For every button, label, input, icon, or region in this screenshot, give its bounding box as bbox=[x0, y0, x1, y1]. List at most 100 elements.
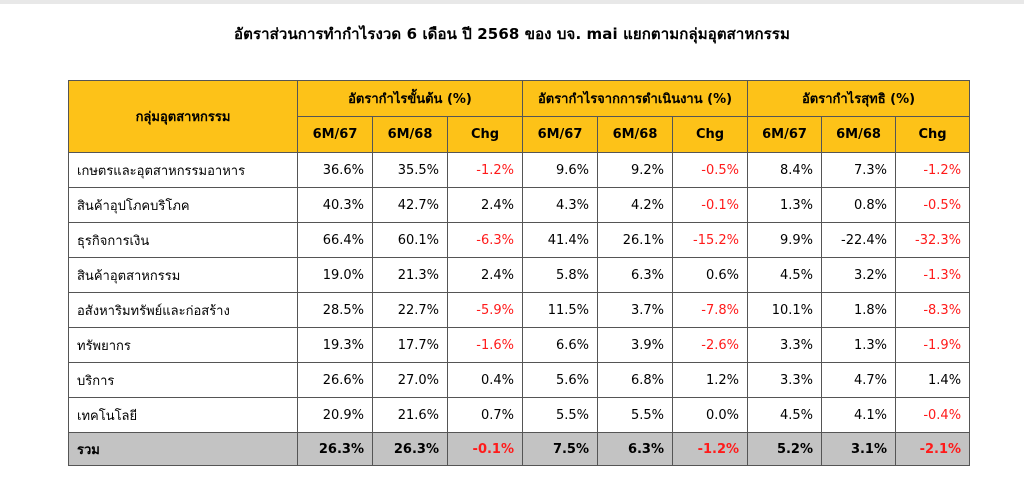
value-6m67-cell: 5.6% bbox=[522, 362, 598, 398]
value-chg-cell: -8.3% bbox=[895, 292, 971, 328]
sub-header-chg: Chg bbox=[447, 116, 523, 153]
industry-name: ธุรกิจการเงิน bbox=[68, 222, 298, 258]
value-6m68-cell: 6.3% bbox=[597, 257, 673, 293]
value-6m68-cell: 3.1% bbox=[821, 432, 897, 466]
value-6m67-cell: 26.3% bbox=[297, 432, 373, 466]
value-chg-cell: 1.2% bbox=[671, 362, 749, 398]
value-6m67-cell: 40.3% bbox=[297, 187, 373, 223]
industry-name: ทรัพยากร bbox=[68, 327, 298, 363]
value-6m67-cell: 3.3% bbox=[747, 327, 823, 363]
value-chg-cell: -0.1% bbox=[671, 187, 749, 223]
top-edge-bar bbox=[0, 0, 1024, 4]
value-6m67-cell: 28.5% bbox=[297, 292, 373, 328]
sub-header-chg: Chg bbox=[895, 116, 971, 153]
page-title: อัตราส่วนการทำกำไรงวด 6 เดือน ปี 2568 ขอ… bbox=[234, 25, 790, 43]
value-6m67-cell: 5.5% bbox=[522, 397, 598, 433]
value-chg-cell: -0.4% bbox=[895, 397, 971, 433]
table-row: สินค้าอุตสาหกรรม 19.0% 21.3% 2.4% 5.8% 6.3% 0.… bbox=[68, 257, 971, 293]
value-6m68-cell: 9.2% bbox=[597, 152, 673, 188]
value-6m68-cell: 3.2% bbox=[821, 257, 897, 293]
value-chg-cell: -0.5% bbox=[671, 152, 749, 188]
value-6m67-cell: 4.3% bbox=[522, 187, 598, 223]
value-6m67-cell: 9.9% bbox=[747, 222, 823, 258]
table-row: ธุรกิจการเงิน 66.4% 60.1% -6.3% 41.4% 26.1% -1… bbox=[68, 222, 971, 258]
gross-margin-header: อัตรากำไรขั้นต้น (%) bbox=[297, 80, 523, 117]
value-6m67-cell: 9.6% bbox=[522, 152, 598, 188]
value-6m67-cell: 20.9% bbox=[297, 397, 373, 433]
value-6m68-cell: 4.1% bbox=[821, 397, 897, 433]
value-6m67-cell: 8.4% bbox=[747, 152, 823, 188]
industry-name: บริการ bbox=[68, 362, 298, 398]
value-chg-cell: -2.1% bbox=[895, 432, 971, 466]
value-6m67-cell: 19.0% bbox=[297, 257, 373, 293]
value-6m67-cell: 4.5% bbox=[747, 257, 823, 293]
value-6m68-cell: 1.8% bbox=[821, 292, 897, 328]
value-6m67-cell: 7.5% bbox=[522, 432, 598, 466]
value-6m68-cell: 27.0% bbox=[372, 362, 448, 398]
value-chg-cell: 2.4% bbox=[447, 187, 523, 223]
value-6m68-cell: 35.5% bbox=[372, 152, 448, 188]
value-chg-cell: 0.4% bbox=[447, 362, 523, 398]
value-chg-cell: -32.3% bbox=[895, 222, 971, 258]
value-chg-cell: -5.9% bbox=[447, 292, 523, 328]
value-chg-cell: 0.7% bbox=[447, 397, 523, 433]
value-6m68-cell: 4.2% bbox=[597, 187, 673, 223]
value-chg-cell: 1.4% bbox=[895, 362, 971, 398]
value-chg-cell: -2.6% bbox=[671, 327, 749, 363]
value-6m68-cell: -22.4% bbox=[821, 222, 897, 258]
value-6m67-cell: 4.5% bbox=[747, 397, 823, 433]
value-chg-cell: -15.2% bbox=[671, 222, 749, 258]
sub-header-6m67: 6M/67 bbox=[747, 116, 823, 153]
value-6m68-cell: 42.7% bbox=[372, 187, 448, 223]
industry-name: อสังหาริมทรัพย์และก่อสร้าง bbox=[68, 292, 298, 328]
value-chg-cell: -1.9% bbox=[895, 327, 971, 363]
operating-margin-header: อัตรากำไรจากการดำเนินงาน (%) bbox=[521, 80, 749, 117]
industry-name: สินค้าอุตสาหกรรม bbox=[68, 257, 298, 293]
sub-header-chg: Chg bbox=[671, 116, 749, 153]
sub-header-6m68: 6M/68 bbox=[821, 116, 897, 153]
value-chg-cell: -1.3% bbox=[895, 257, 971, 293]
value-chg-cell: -1.2% bbox=[671, 432, 749, 466]
value-chg-cell: 0.6% bbox=[671, 257, 749, 293]
value-6m67-cell: 66.4% bbox=[297, 222, 373, 258]
table-row: เทคโนโลยี 20.9% 21.6% 0.7% 5.5% 5.5% 0.0% 4.5% 4… bbox=[68, 397, 971, 433]
industry-name: เทคโนโลยี bbox=[68, 397, 298, 433]
table-body: เกษตรและอุตสาหกรรมอาหาร 36.6% 35.5% -1.2% 9.… bbox=[68, 152, 971, 466]
value-6m67-cell: 36.6% bbox=[297, 152, 373, 188]
value-6m67-cell: 6.6% bbox=[522, 327, 598, 363]
table-row: บริการ 26.6% 27.0% 0.4% 5.6% 6.8% 1.2% 3.3% 4.7%… bbox=[68, 362, 971, 398]
value-6m67-cell: 5.8% bbox=[522, 257, 598, 293]
value-chg-cell: 2.4% bbox=[447, 257, 523, 293]
value-6m68-cell: 0.8% bbox=[821, 187, 897, 223]
value-6m67-cell: 26.6% bbox=[297, 362, 373, 398]
value-chg-cell: -0.1% bbox=[447, 432, 523, 466]
value-6m68-cell: 1.3% bbox=[821, 327, 897, 363]
value-6m68-cell: 17.7% bbox=[372, 327, 448, 363]
value-6m67-cell: 3.3% bbox=[747, 362, 823, 398]
value-6m68-cell: 60.1% bbox=[372, 222, 448, 258]
value-6m68-cell: 6.3% bbox=[597, 432, 673, 466]
value-6m67-cell: 19.3% bbox=[297, 327, 373, 363]
value-6m68-cell: 5.5% bbox=[597, 397, 673, 433]
value-6m68-cell: 21.3% bbox=[372, 257, 448, 293]
value-chg-cell: -1.6% bbox=[447, 327, 523, 363]
value-6m68-cell: 21.6% bbox=[372, 397, 448, 433]
value-6m68-cell: 22.7% bbox=[372, 292, 448, 328]
sub-header-6m68: 6M/68 bbox=[597, 116, 673, 153]
table-row: อสังหาริมทรัพย์และก่อสร้าง 28.5% 22.7% -5.9… bbox=[68, 292, 971, 328]
value-6m67-cell: 10.1% bbox=[747, 292, 823, 328]
value-6m68-cell: 6.8% bbox=[597, 362, 673, 398]
value-6m68-cell: 4.7% bbox=[821, 362, 897, 398]
value-6m68-cell: 3.7% bbox=[597, 292, 673, 328]
value-6m67-cell: 1.3% bbox=[747, 187, 823, 223]
table-row: สินค้าอุปโภคบริโภค 40.3% 42.7% 2.4% 4.3% 4.2%… bbox=[68, 187, 971, 223]
value-chg-cell: -6.3% bbox=[447, 222, 523, 258]
value-chg-cell: -1.2% bbox=[447, 152, 523, 188]
value-chg-cell: -1.2% bbox=[895, 152, 971, 188]
value-6m68-cell: 26.1% bbox=[597, 222, 673, 258]
value-6m68-cell: 7.3% bbox=[821, 152, 897, 188]
value-6m67-cell: 11.5% bbox=[522, 292, 598, 328]
table-row: เกษตรและอุตสาหกรรมอาหาร 36.6% 35.5% -1.2% 9.… bbox=[68, 152, 971, 188]
table-row: ทรัพยากร 19.3% 17.7% -1.6% 6.6% 3.9% -2.6% 3.3%… bbox=[68, 327, 971, 363]
value-6m68-cell: 26.3% bbox=[372, 432, 448, 466]
